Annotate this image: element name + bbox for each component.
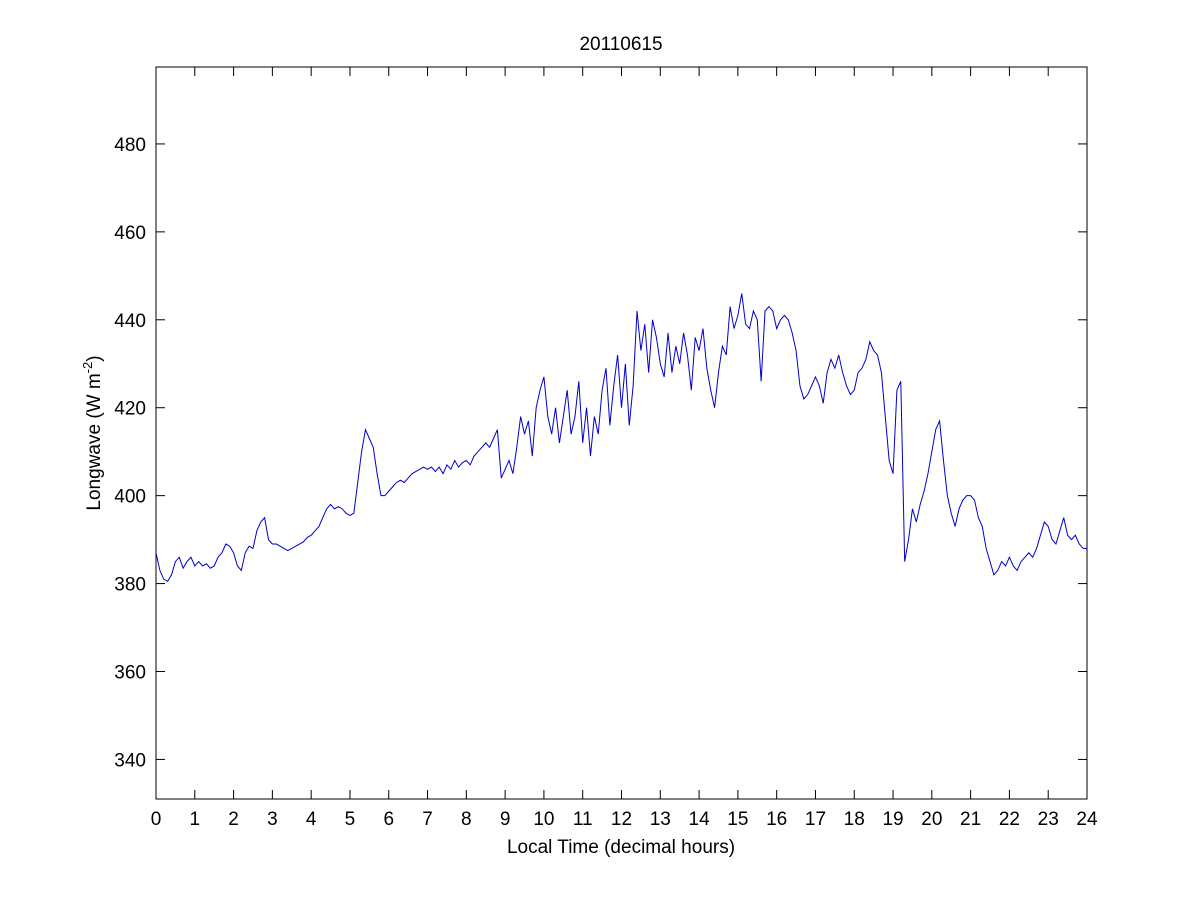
x-tick-label: 21 — [960, 809, 981, 830]
y-tick-label: 460 — [114, 223, 146, 244]
x-tick-label: 3 — [267, 809, 278, 830]
x-tick-label: 7 — [422, 809, 433, 830]
x-tick-label: 18 — [844, 809, 865, 830]
x-tick-label: 6 — [383, 809, 394, 830]
x-tick-label: 11 — [573, 809, 593, 830]
y-axis-label: Longwave (W m-2) — [80, 355, 105, 510]
x-tick-label: 19 — [882, 809, 903, 830]
x-tick-label: 17 — [805, 809, 826, 830]
y-axis-label-exponent: -2 — [80, 362, 95, 374]
y-axis-label-text: Longwave (W m — [84, 373, 105, 510]
x-tick-label: 0 — [151, 809, 162, 830]
y-tick-label: 340 — [114, 750, 146, 771]
x-tick-label: 23 — [1038, 809, 1059, 830]
x-tick-label: 5 — [345, 809, 356, 830]
x-tick-label: 15 — [727, 809, 748, 830]
x-tick-label: 8 — [461, 809, 472, 830]
x-tick-label: 2 — [228, 809, 239, 830]
y-tick-label: 440 — [114, 311, 146, 332]
x-tick-label: 9 — [500, 809, 511, 830]
x-tick-label: 16 — [766, 809, 787, 830]
chart-title: 20110615 — [579, 34, 662, 55]
x-tick-label: 4 — [306, 809, 317, 830]
y-tick-label: 420 — [114, 399, 146, 420]
x-tick-label: 10 — [533, 809, 554, 830]
x-tick-label: 12 — [611, 809, 632, 830]
y-tick-label: 360 — [114, 663, 146, 684]
y-tick-label: 380 — [114, 575, 146, 596]
x-tick-label: 22 — [999, 809, 1020, 830]
x-tick-label: 1 — [190, 809, 201, 830]
y-axis-label-end: ) — [84, 355, 105, 361]
x-tick-label: 14 — [689, 809, 711, 830]
y-tick-label: 400 — [114, 487, 146, 508]
x-tick-label: 20 — [921, 809, 942, 830]
data-line — [155, 293, 1087, 583]
x-tick-label: 24 — [1076, 809, 1098, 830]
x-tick-label: 13 — [650, 809, 671, 830]
x-axis-label: Local Time (decimal hours) — [507, 837, 735, 858]
y-tick-label: 480 — [114, 135, 146, 156]
